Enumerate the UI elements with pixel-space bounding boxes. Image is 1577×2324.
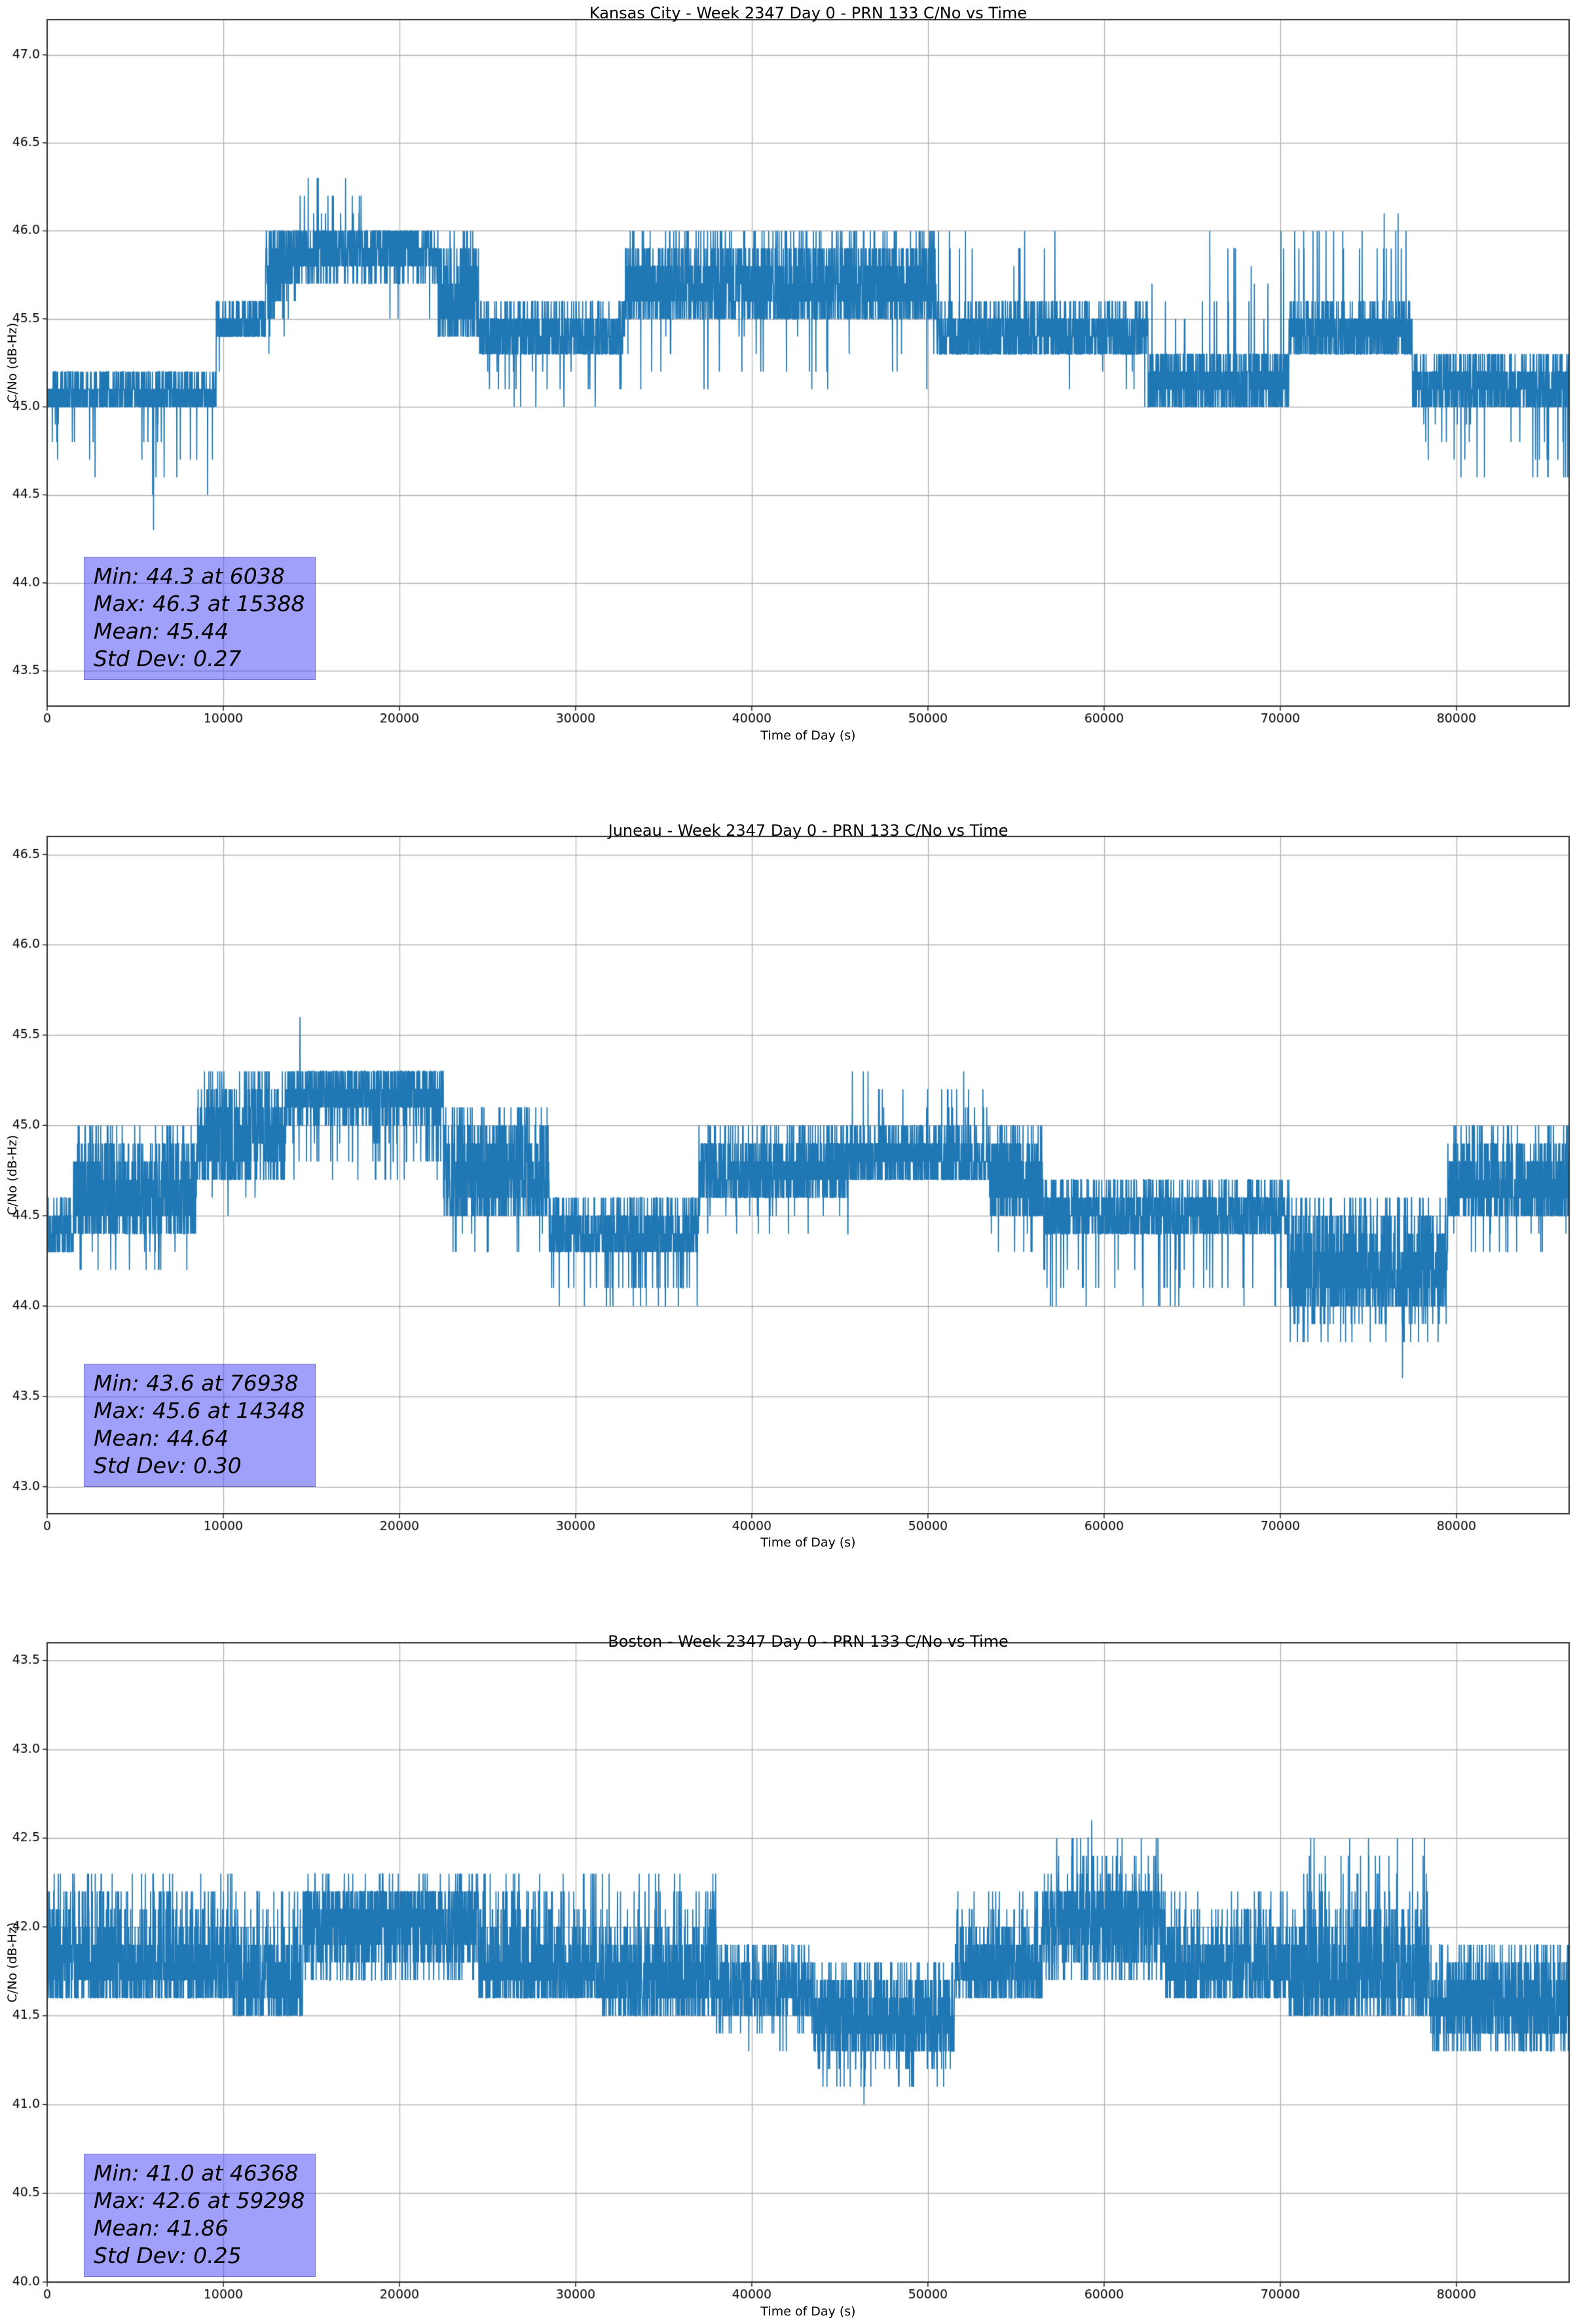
stat-mean: Mean: 44.64: [94, 1425, 229, 1451]
y-axis-label: C/No (dB-Hz): [5, 322, 20, 403]
x-axis-label: Time of Day (s): [760, 2304, 856, 2319]
chart-title: Juneau - Week 2347 Day 0 - PRN 133 C/No …: [608, 821, 1009, 840]
figure-boston: Boston - Week 2347 Day 0 - PRN 133 C/No …: [0, 1623, 1577, 2324]
stat-max: Max: 42.6 at 59298: [94, 2187, 305, 2213]
x-axis-label: Time of Day (s): [760, 1535, 856, 1550]
stat-mean: Mean: 45.44: [94, 618, 229, 644]
stat-min: Min: 41.0 at 46368: [94, 2160, 299, 2186]
stat-min: Min: 43.6 at 76938: [94, 1370, 299, 1396]
stat-max: Max: 45.6 at 14348: [94, 1397, 305, 1423]
chart-title: Boston - Week 2347 Day 0 - PRN 133 C/No …: [608, 1632, 1009, 1651]
figure-juneau: Juneau - Week 2347 Day 0 - PRN 133 C/No …: [0, 814, 1577, 1554]
stat-min: Min: 44.3 at 6038: [94, 563, 285, 589]
stats-annotation: Min: 41.0 at 46368 Max: 42.6 at 59298 Me…: [84, 2154, 316, 2277]
stat-stddev: Std Dev: 0.30: [94, 1452, 242, 1478]
stat-stddev: Std Dev: 0.25: [94, 2242, 242, 2268]
y-axis-label: C/No (dB-Hz): [5, 1922, 20, 2003]
stat-stddev: Std Dev: 0.27: [94, 645, 242, 671]
chart-title: Kansas City - Week 2347 Day 0 - PRN 133 …: [589, 4, 1028, 22]
stat-mean: Mean: 41.86: [94, 2215, 229, 2241]
stats-annotation: Min: 43.6 at 76938 Max: 45.6 at 14348 Me…: [84, 1364, 316, 1487]
figure-kansas-city: Kansas City - Week 2347 Day 0 - PRN 133 …: [0, 0, 1577, 747]
stat-max: Max: 46.3 at 15388: [94, 590, 305, 616]
stats-annotation: Min: 44.3 at 6038 Max: 46.3 at 15388 Mea…: [84, 557, 316, 680]
x-axis-label: Time of Day (s): [760, 728, 856, 743]
y-axis-label: C/No (dB-Hz): [5, 1134, 20, 1216]
